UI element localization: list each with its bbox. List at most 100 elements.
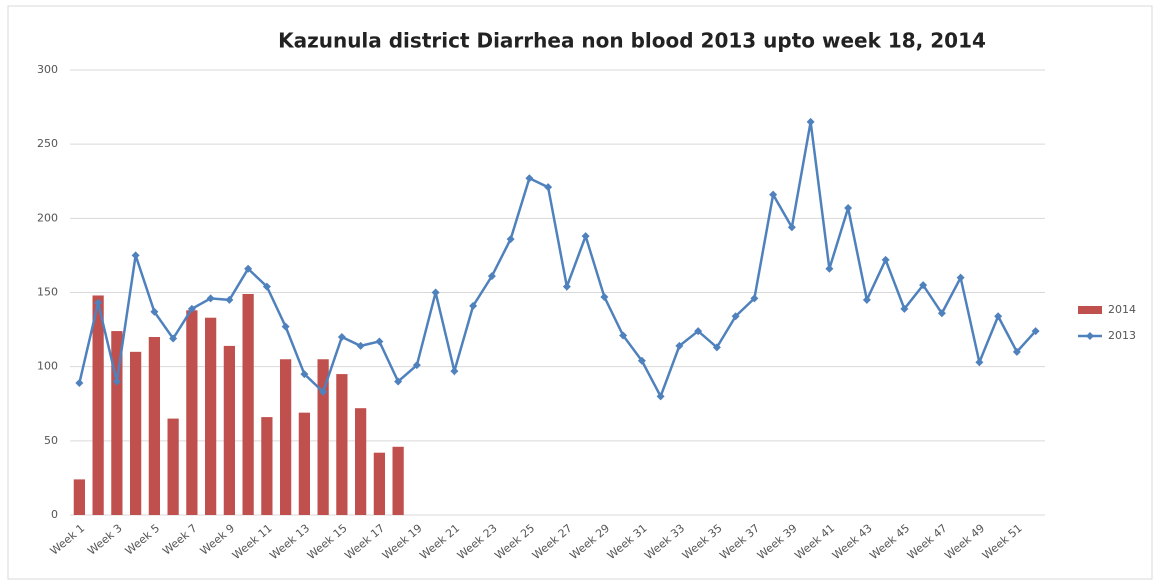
x-tick-label: Week 43 [830, 522, 875, 563]
y-tick-label: 300 [37, 63, 58, 76]
bar [223, 345, 235, 515]
x-tick-label: Week 23 [455, 522, 500, 563]
legend-label: 2014 [1108, 303, 1136, 316]
line-marker [975, 358, 984, 367]
bar [355, 408, 367, 515]
bar [392, 446, 404, 515]
x-tick-label: Week 7 [160, 522, 199, 558]
line-marker [656, 392, 665, 401]
chart-title: Kazunula district Diarrhea non blood 201… [278, 29, 986, 53]
line-marker [225, 295, 234, 304]
line-marker [544, 183, 553, 192]
x-tick-label: Week 19 [380, 522, 425, 563]
x-tick-label: Week 27 [530, 522, 575, 563]
x-tick-label: Week 15 [305, 522, 350, 563]
line-marker [919, 281, 928, 290]
line-marker [75, 378, 84, 387]
line-marker [1031, 327, 1040, 336]
x-tick-label: Week 3 [85, 522, 124, 558]
line-marker [187, 304, 196, 313]
bar [130, 351, 142, 515]
x-tick-label: Week 1 [48, 522, 87, 558]
line-marker [1012, 347, 1021, 356]
x-tick-label: Week 13 [267, 522, 312, 563]
line-marker [506, 235, 515, 244]
bar [373, 452, 385, 515]
line-marker [619, 331, 628, 340]
x-tick-label: Week 49 [942, 522, 987, 563]
line-marker [262, 282, 271, 291]
line-marker [375, 337, 384, 346]
x-tick-label: Week 41 [792, 522, 837, 563]
bar [261, 417, 273, 515]
line-marker [825, 264, 834, 273]
line-marker [750, 294, 759, 303]
bar [336, 374, 348, 515]
bar [111, 331, 123, 515]
line-marker [469, 301, 478, 310]
line-marker [806, 117, 815, 126]
line-marker [150, 307, 159, 316]
y-tick-label: 250 [37, 137, 58, 150]
line-marker [637, 356, 646, 365]
line-marker [300, 370, 309, 379]
bar [148, 337, 160, 515]
line [78, 121, 1037, 400]
y-tick-label: 100 [37, 360, 58, 373]
bar [205, 317, 217, 515]
line-marker [525, 174, 534, 183]
line-marker [131, 251, 140, 260]
line-marker [244, 264, 253, 273]
line-marker [581, 232, 590, 241]
line-marker [562, 282, 571, 291]
x-tick-label: Week 37 [717, 522, 762, 563]
legend-marker [1086, 332, 1094, 340]
line-marker [712, 343, 721, 352]
chart-border [7, 5, 1153, 580]
line-marker [900, 304, 909, 313]
x-tick-label: Week 21 [417, 522, 462, 563]
x-tick-label: Week 51 [980, 522, 1025, 563]
bar [167, 418, 179, 515]
line-marker [431, 288, 440, 297]
bar [242, 293, 254, 515]
legend-swatch [1078, 306, 1102, 314]
x-tick-label: Week 31 [605, 522, 650, 563]
x-tick-label: Week 29 [567, 522, 612, 563]
y-tick-label: 200 [37, 211, 58, 224]
line-marker [356, 341, 365, 350]
x-tick-label: Week 25 [492, 522, 537, 563]
line-marker [450, 367, 459, 376]
line-marker [319, 387, 328, 396]
line-marker [412, 361, 421, 370]
line-marker [112, 377, 121, 386]
line-marker [787, 223, 796, 232]
line-marker [600, 292, 609, 301]
x-tick-label: Week 45 [867, 522, 912, 563]
line-marker [694, 327, 703, 336]
line-marker [94, 298, 103, 307]
line-marker [169, 334, 178, 343]
line-marker [731, 312, 740, 321]
line-marker [206, 294, 215, 303]
y-tick-label: 50 [44, 434, 58, 447]
x-tick-label: Week 39 [755, 522, 800, 563]
line-marker [394, 377, 403, 386]
line-marker [994, 312, 1003, 321]
x-tick-label: Week 5 [123, 522, 162, 558]
bar [298, 412, 310, 515]
x-tick-label: Week 47 [905, 522, 950, 563]
line-marker [281, 322, 290, 331]
bar [73, 479, 85, 515]
line-marker [937, 309, 946, 318]
legend-label: 2013 [1108, 329, 1136, 342]
line-marker [881, 255, 890, 264]
bar [317, 359, 329, 515]
bar [92, 295, 104, 515]
x-tick-label: Week 33 [642, 522, 687, 563]
x-tick-label: Week 11 [230, 522, 275, 563]
bar [186, 310, 198, 515]
line-marker [337, 333, 346, 341]
line-marker [675, 341, 684, 350]
